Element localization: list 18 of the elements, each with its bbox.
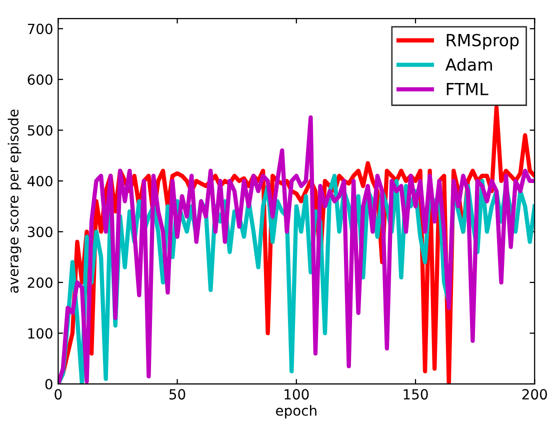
- y-tick-label: 100: [28, 328, 52, 339]
- y-tick-label: 600: [28, 74, 52, 85]
- x-tick-label: 0: [54, 389, 62, 400]
- y-tick-label: 400: [27, 176, 52, 186]
- x-tick-label: 200: [522, 389, 547, 400]
- x-tick-label: 150: [404, 389, 428, 400]
- y-tick-label: 500: [28, 125, 52, 136]
- legend-label: RMSprop: [446, 34, 519, 50]
- x-tick-label: 50: [170, 389, 186, 400]
- y-tick-label: 0: [45, 378, 52, 390]
- legend-label: Adam: [445, 58, 492, 71]
- y-tick-label: 700: [28, 24, 52, 34]
- y-tick-label: 200: [28, 277, 52, 288]
- x-tick-label: 100: [284, 389, 309, 400]
- y-tick-label: 300: [28, 226, 52, 238]
- legend-label: FTML: [446, 82, 488, 96]
- x-axis-title: epoch: [276, 405, 316, 418]
- y-axis-title: average score per episode: [8, 110, 22, 293]
